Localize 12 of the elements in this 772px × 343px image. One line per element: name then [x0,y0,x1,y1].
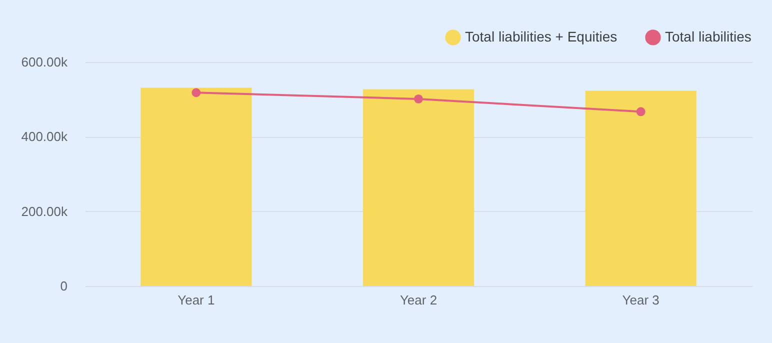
point [192,88,201,98]
y-tick-label: 0 [60,278,68,294]
y-tick-label: 400.00k [21,129,68,144]
point [636,107,646,116]
x-tick-label: Year 3 [622,292,660,308]
y-tick-label: 600.00k [21,54,68,70]
legend-label: Total liabilities + Equities [465,28,618,44]
x-tick-label: Year 2 [400,292,438,308]
legend-label: Total liabilities [665,28,752,44]
x-tick-label: Year 1 [178,292,215,308]
y-tick-label: 200.00k [21,204,68,219]
point [414,94,423,104]
